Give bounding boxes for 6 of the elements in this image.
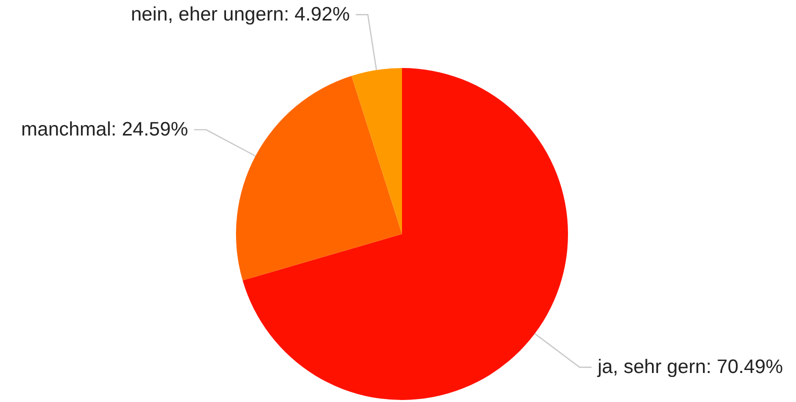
pie-slice xyxy=(236,76,402,280)
slice-label: ja, sehr gern: 70.49% xyxy=(596,356,783,378)
slice-label: manchmal: 24.59% xyxy=(21,118,188,141)
pie-slice xyxy=(242,68,568,400)
pie-slice xyxy=(351,68,402,234)
slice-label: nein, eher ungern: 4.92% xyxy=(130,4,350,26)
